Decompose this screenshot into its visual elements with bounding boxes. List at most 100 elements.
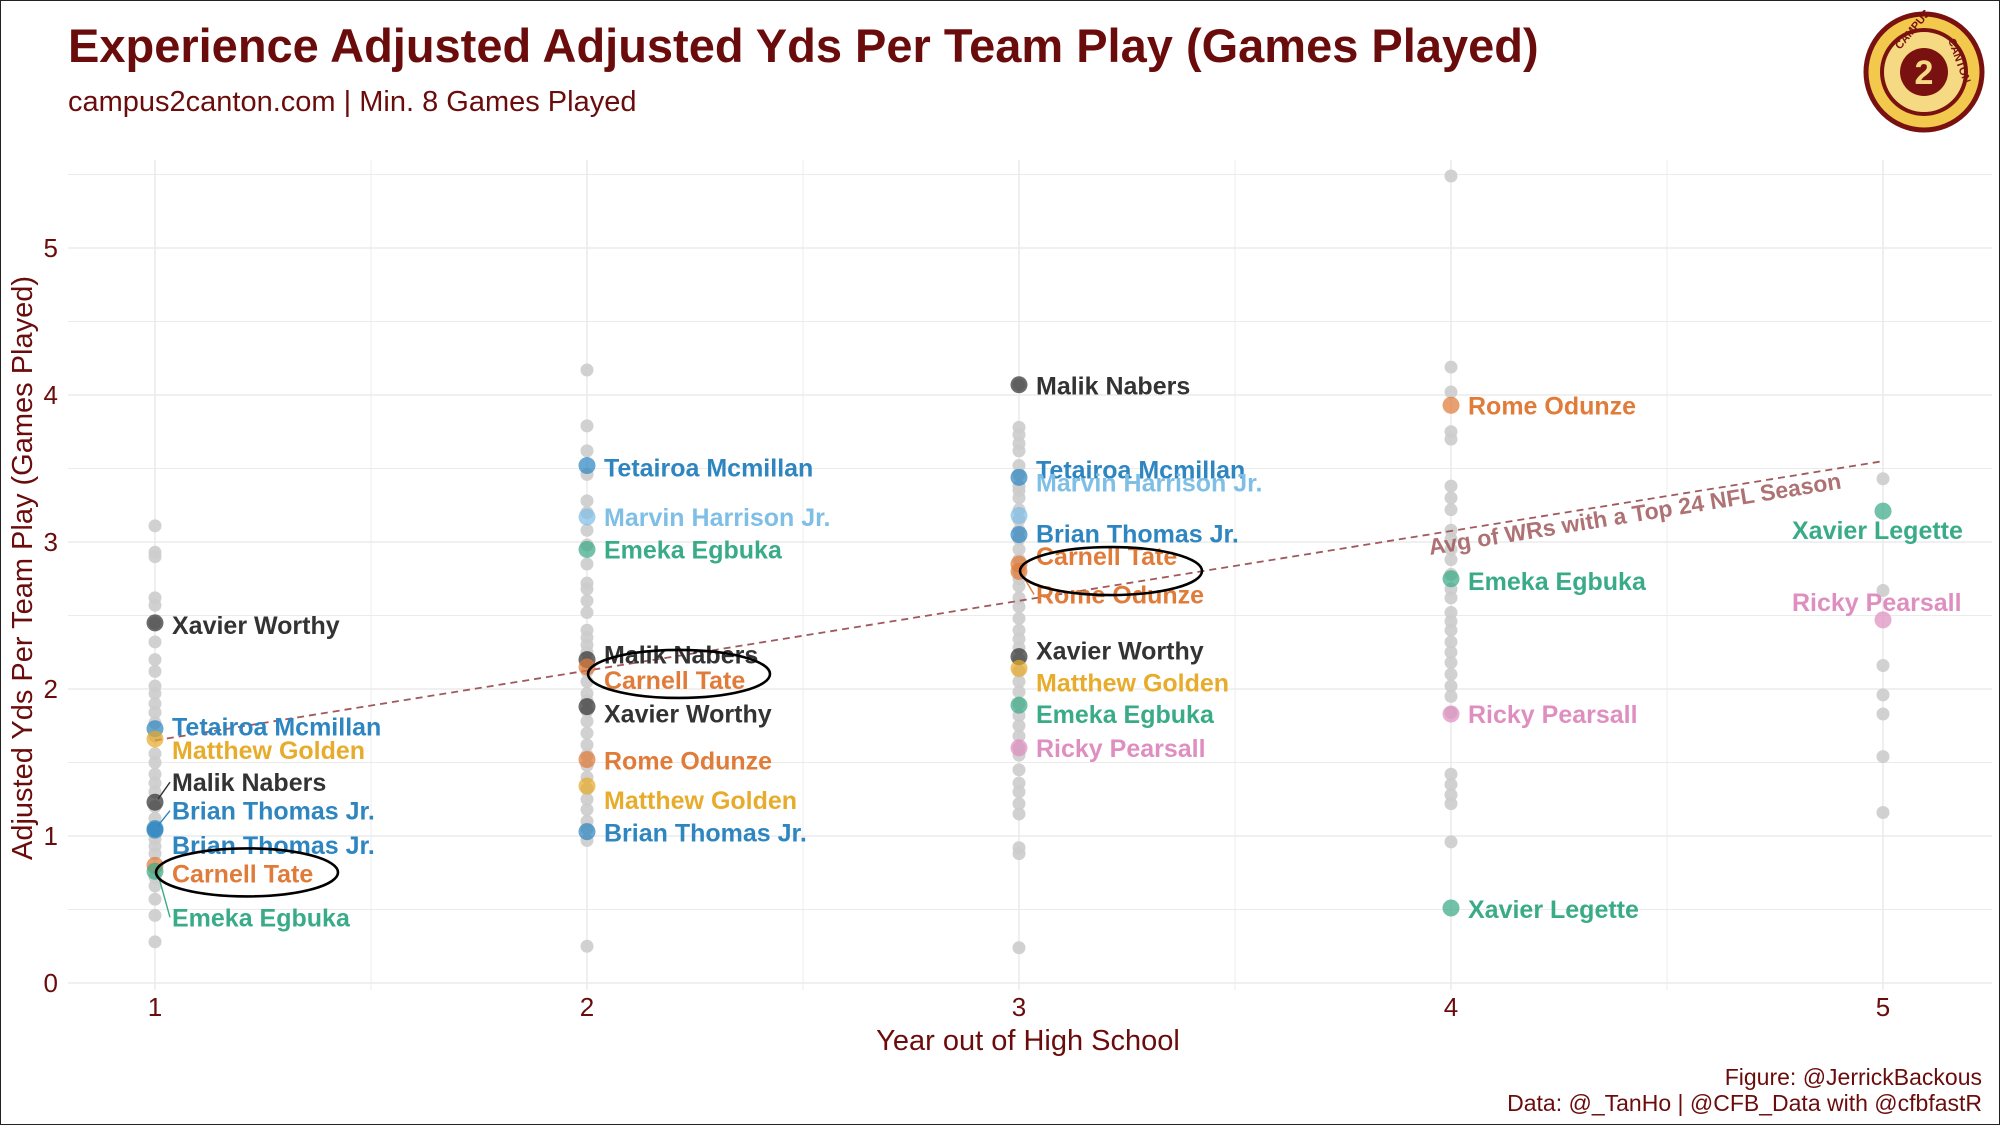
background-point [1012, 847, 1026, 861]
background-point [148, 686, 162, 700]
player-labels: Xavier Worthy Xavier Worthy Xavier Worthy T… [154, 373, 1963, 932]
leader-line-brian-thomas-jr [157, 810, 171, 827]
background-point [1012, 579, 1026, 593]
background-point [1444, 360, 1458, 374]
data-credit: Data: @_TanHo | @CFB_Data with @cfbfastR [1507, 1090, 1982, 1116]
background-point [1012, 797, 1026, 811]
player-point-tetairoa-mcmillan [1010, 468, 1028, 486]
chart-title: Experience Adjusted Adjusted Yds Per Tea… [68, 19, 1539, 72]
background-point [1012, 941, 1026, 955]
player-label-brian-thomas-jr: Brian Thomas Jr. [172, 798, 375, 826]
y-tick-label: 5 [44, 233, 58, 263]
background-point [580, 444, 594, 458]
player-label-marvin-harrison-jr: Marvin Harrison Jr. [1036, 470, 1262, 498]
background-point [1012, 807, 1026, 821]
background-point [1012, 491, 1026, 505]
player-label-brian-thomas-jr: Brian Thomas Jr. [604, 820, 807, 848]
y-tick-label: 2 [44, 674, 58, 704]
player-point-brian-thomas-jr [1010, 526, 1028, 544]
figure-credit: Figure: @JerrickBackous [1724, 1064, 1982, 1090]
background-point [1444, 645, 1458, 659]
player-point-ricky-pearsall [1010, 739, 1028, 757]
leader-line-malik-nabers [157, 781, 171, 800]
player-label-emeka-egbuka: Emeka Egbuka [1036, 701, 1215, 729]
background-point [1444, 503, 1458, 517]
player-label-matthew-golden: Matthew Golden [1036, 669, 1229, 697]
player-label-matthew-golden: Matthew Golden [172, 737, 365, 765]
background-point [148, 756, 162, 769]
player-label-rome-odunze: Rome Odunze [604, 748, 772, 776]
reference-line [154, 460, 1884, 742]
player-point-malik-nabers [1010, 376, 1028, 394]
player-point-carnell-tate [578, 658, 596, 676]
player-label-tetairoa-mcmillan: Tetairoa Mcmillan [1036, 456, 1245, 484]
background-point [580, 726, 594, 740]
player-label-rome-odunze: Rome Odunze [1468, 392, 1636, 420]
player-label-emeka-egbuka: Emeka Egbuka [1468, 568, 1647, 596]
player-point-marvin-harrison-jr [578, 508, 596, 526]
background-point [1876, 707, 1890, 721]
leader-line-emeka-egbuka [157, 874, 171, 918]
background-point [580, 738, 594, 752]
y-tick-label: 1 [44, 821, 58, 851]
x-tick-label: 2 [580, 992, 594, 1022]
player-point-tetairoa-mcmillan [578, 457, 596, 475]
background-point [1012, 763, 1026, 777]
background-point [1444, 553, 1458, 567]
player-label-xavier-legette: Xavier Legette [1792, 517, 1963, 545]
background-point [580, 939, 594, 953]
x-tick-label: 4 [1444, 992, 1458, 1022]
background-point [148, 519, 162, 533]
x-tick-label: 1 [148, 992, 162, 1022]
background-point [580, 557, 594, 571]
player-point-matthew-golden [146, 730, 164, 748]
player-point-matthew-golden [1010, 659, 1028, 677]
background-point [148, 908, 162, 922]
player-point-malik-nabers [146, 793, 164, 811]
x-tick-label: 5 [1876, 992, 1890, 1022]
background-point [1444, 656, 1458, 670]
player-label-matthew-golden: Matthew Golden [604, 787, 797, 815]
y-tick-label: 3 [44, 527, 58, 557]
highlight-ellipse [586, 648, 772, 700]
player-label-xavier-worthy: Xavier Worthy [604, 701, 772, 729]
background-point [1444, 432, 1458, 446]
background-point [1012, 611, 1026, 625]
player-label-carnell-tate: Carnell Tate [172, 860, 313, 888]
grid-layer [68, 160, 1992, 990]
player-label-ricky-pearsall: Ricky Pearsall [1036, 735, 1206, 763]
player-point-ricky-pearsall [1442, 705, 1460, 723]
chart-subtitle: campus2canton.com | Min. 8 Games Played [68, 86, 637, 118]
background-point [1444, 623, 1458, 637]
background-point [1012, 542, 1026, 556]
player-label-tetairoa-mcmillan: Tetairoa Mcmillan [172, 714, 381, 742]
player-point-matthew-golden [578, 777, 596, 795]
background-point [580, 582, 594, 596]
background-point [148, 892, 162, 906]
player-label-ricky-pearsall: Ricky Pearsall [1468, 701, 1638, 729]
background-point [580, 714, 594, 728]
campus2canton-logo: 2 CAMPUS CANTON [1863, 10, 1985, 133]
background-point [148, 847, 162, 861]
background-point [1876, 750, 1890, 764]
background-point [148, 598, 162, 612]
x-axis-title: Year out of High School [876, 1025, 1180, 1057]
background-point [1444, 385, 1458, 399]
background-point [1444, 542, 1458, 556]
player-point-rome-odunze [578, 751, 596, 769]
player-label-xavier-worthy: Xavier Worthy [172, 612, 340, 640]
background-point [1444, 479, 1458, 493]
player-label-emeka-egbuka: Emeka Egbuka [604, 536, 783, 564]
player-label-xavier-legette: Xavier Legette [1468, 896, 1639, 924]
player-label-carnell-tate: Carnell Tate [604, 667, 745, 695]
player-point-brian-thomas-jr [578, 823, 596, 841]
background-point [580, 792, 594, 806]
background-point [1444, 491, 1458, 505]
player-label-malik-nabers: Malik Nabers [172, 769, 326, 797]
logo-center-text: 2 [1915, 54, 1934, 92]
background-point [1876, 584, 1890, 598]
player-label-emeka-egbuka: Emeka Egbuka [172, 904, 351, 932]
player-label-malik-nabers: Malik Nabers [1036, 373, 1190, 401]
highlight-ellipse [1018, 545, 1204, 597]
